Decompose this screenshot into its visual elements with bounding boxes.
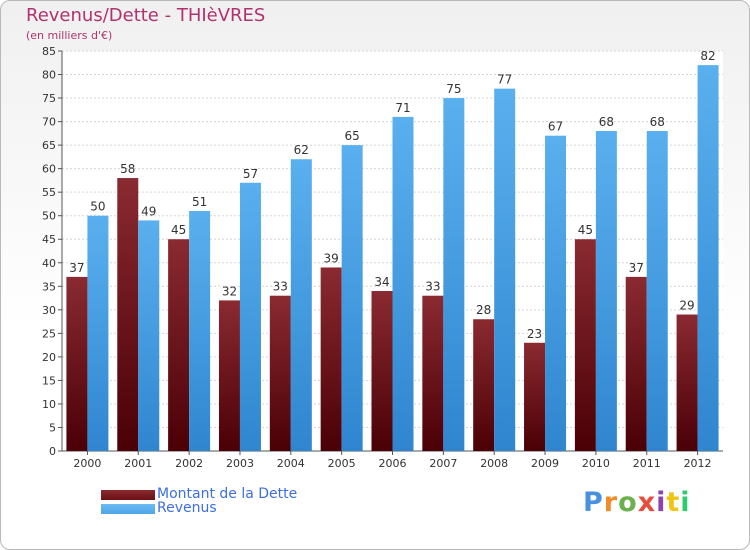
legend-label-dette: Montant de la Dette (157, 486, 298, 502)
bar-revenus (494, 88, 516, 451)
x-tick-label: 2001 (124, 457, 152, 470)
x-tick-label: 2006 (379, 457, 407, 470)
brand-logo-letter: x (637, 487, 657, 518)
bar-revenus (443, 98, 465, 451)
data-label-dette: 34 (374, 275, 389, 289)
x-tick-label: 2003 (226, 457, 254, 470)
data-label-revenus: 50 (90, 200, 105, 214)
bar-dette (218, 300, 240, 451)
bar-dette (320, 267, 342, 451)
brand-logo: Proxiti (583, 487, 691, 518)
bar-revenus (239, 182, 261, 451)
x-tick-label: 2011 (633, 457, 661, 470)
data-label-revenus: 57 (243, 167, 258, 181)
x-tick-label: 2009 (531, 457, 559, 470)
x-tick-label: 2012 (684, 457, 712, 470)
data-label-dette: 45 (578, 223, 593, 237)
bar-dette (66, 276, 88, 451)
chart-subtitle: (en milliers d'€) (26, 29, 113, 42)
bar-revenus (341, 145, 363, 451)
y-tick-label: 5 (49, 421, 56, 434)
data-label-dette: 39 (324, 251, 339, 265)
bar-dette (269, 295, 291, 451)
brand-logo-letter: i (656, 487, 667, 518)
y-tick-label: 20 (42, 351, 56, 364)
data-label-revenus: 62 (294, 143, 309, 157)
x-tick-label: 2007 (429, 457, 457, 470)
y-tick-label: 50 (42, 210, 56, 223)
bar-revenus (138, 220, 160, 451)
y-tick-label: 40 (42, 257, 56, 270)
brand-logo-letter: P (583, 487, 604, 518)
y-tick-label: 0 (49, 445, 56, 458)
data-label-revenus: 75 (446, 82, 461, 96)
data-label-revenus: 71 (395, 101, 410, 115)
bar-revenus (646, 131, 668, 451)
bar-revenus (189, 211, 211, 451)
bar-dette (625, 276, 647, 451)
y-tick-label: 30 (42, 304, 56, 317)
data-label-revenus: 49 (141, 204, 156, 218)
bar-dette (117, 178, 139, 451)
y-tick-label: 45 (42, 233, 56, 246)
bar-dette (422, 295, 444, 451)
data-label-dette: 33 (425, 280, 440, 294)
data-label-dette: 28 (476, 303, 491, 317)
y-tick-label: 75 (42, 92, 56, 105)
data-label-revenus: 68 (650, 115, 665, 129)
data-label-dette: 45 (171, 223, 186, 237)
data-label-revenus: 77 (497, 73, 512, 87)
y-tick-label: 15 (42, 374, 56, 387)
data-label-revenus: 65 (345, 129, 360, 143)
brand-logo-letter: r (603, 487, 619, 518)
brand-logo-letter: t (666, 487, 681, 518)
bar-revenus (697, 65, 719, 451)
data-label-dette: 37 (629, 261, 644, 275)
bar-revenus (87, 215, 109, 451)
x-tick-label: 2010 (582, 457, 610, 470)
data-label-revenus: 82 (700, 49, 715, 63)
y-tick-label: 80 (42, 69, 56, 82)
bar-dette (574, 239, 596, 451)
chart-title: Revenus/Dette - THIèVRES (26, 5, 266, 26)
data-label-dette: 29 (679, 299, 694, 313)
y-tick-label: 85 (42, 45, 56, 58)
bar-dette (371, 291, 393, 451)
bar-revenus (595, 131, 617, 451)
brand-logo-letter: i (680, 487, 691, 518)
x-tick-label: 2008 (480, 457, 508, 470)
data-label-revenus: 68 (599, 115, 614, 129)
x-tick-label: 2000 (73, 457, 101, 470)
bar-revenus (545, 135, 567, 452)
bar-revenus (392, 116, 414, 451)
y-tick-label: 25 (42, 327, 56, 340)
legend-label-revenus: Revenus (157, 500, 217, 516)
y-tick-label: 65 (42, 139, 56, 152)
data-label-revenus: 51 (192, 195, 207, 209)
data-label-dette: 33 (273, 280, 288, 294)
bar-revenus (290, 159, 312, 451)
legend-swatch-revenus (101, 504, 155, 514)
y-tick-label: 60 (42, 163, 56, 176)
bar-dette (524, 342, 546, 451)
data-label-dette: 58 (120, 162, 135, 176)
bar-dette (676, 314, 698, 451)
data-label-revenus: 67 (548, 120, 563, 134)
legend-swatch-dette (101, 490, 155, 500)
x-tick-label: 2005 (328, 457, 356, 470)
data-label-dette: 37 (69, 261, 84, 275)
y-tick-label: 55 (42, 186, 56, 199)
bar-dette (473, 319, 495, 451)
brand-logo-letter: o (618, 487, 638, 518)
data-label-dette: 23 (527, 327, 542, 341)
x-tick-label: 2004 (277, 457, 305, 470)
y-tick-label: 35 (42, 280, 56, 293)
data-label-dette: 32 (222, 284, 237, 298)
y-tick-label: 10 (42, 398, 56, 411)
y-tick-label: 70 (42, 116, 56, 129)
x-tick-label: 2002 (175, 457, 203, 470)
bar-dette (168, 239, 190, 451)
